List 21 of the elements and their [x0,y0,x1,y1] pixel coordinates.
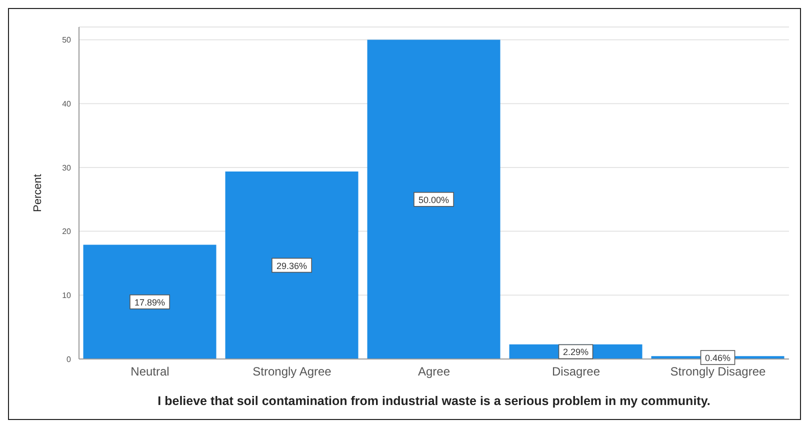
y-tick-label: 50 [62,36,72,45]
y-tick-label: 10 [62,290,72,300]
data-label: 29.36% [276,260,308,271]
bar [225,172,358,359]
x-tick-label: Disagree [552,364,600,379]
data-label: 50.00% [418,194,450,205]
y-axis-title: Percent [32,174,44,212]
data-label: 17.89% [134,297,166,308]
bar [83,244,216,359]
x-axis-title: I believe that soil contamination from industrial waste is a serious problem in my community. [158,394,710,408]
y-tick-label: 30 [62,163,72,172]
y-tick-label: 20 [62,227,72,236]
x-tick-label: Strongly Disagree [670,364,766,379]
x-tick-label: Strongly Agree [252,364,332,379]
x-tick-label: Neutral [130,364,170,379]
data-label: 2.29% [562,347,589,358]
data-label: 0.46% [704,353,731,364]
x-tick-label: Agree [418,364,450,379]
y-tick-label: 0 [66,354,72,364]
bar [367,40,500,359]
y-tick-label: 40 [62,99,72,108]
